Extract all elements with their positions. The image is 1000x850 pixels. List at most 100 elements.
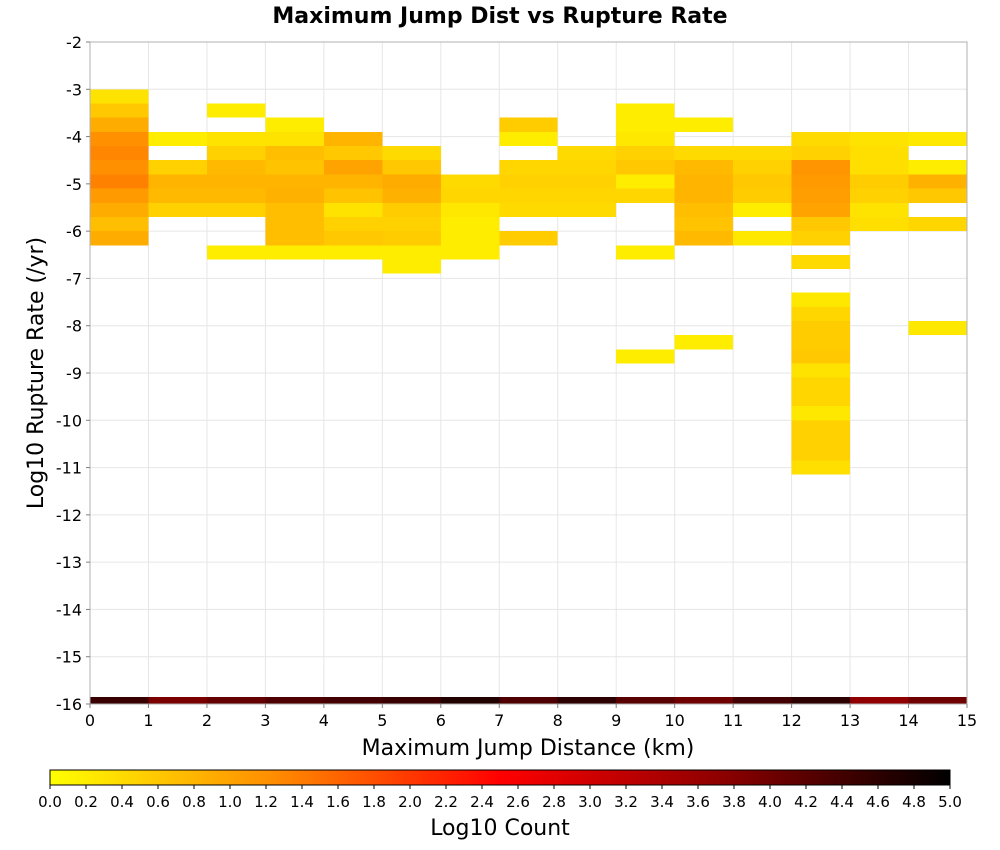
y-tick-label: -10 (56, 411, 82, 430)
y-tick-label: -9 (66, 364, 82, 383)
y-tick-label: -4 (66, 128, 82, 147)
heatmap-cell-bottom (323, 696, 383, 704)
heatmap-cell (616, 146, 675, 161)
heatmap-cell (265, 231, 324, 246)
colorbar-tick-label: 4.6 (866, 793, 890, 811)
x-tick-label: 7 (494, 711, 504, 730)
heatmap-cell-bottom (265, 696, 324, 704)
heatmap-cell (674, 160, 734, 175)
colorbar-tick-label: 0.6 (146, 793, 170, 811)
heatmap-cell (850, 160, 909, 175)
x-tick-label: 2 (202, 711, 212, 730)
x-tick-label: 5 (377, 711, 387, 730)
colorbar-tick-label: 0.4 (110, 793, 134, 811)
colorbar-tick-label: 3.6 (686, 793, 710, 811)
heatmap-cell (791, 448, 851, 463)
colorbar-tick-label: 3.2 (614, 793, 638, 811)
heatmap-cell (791, 216, 851, 232)
heatmap-cell (206, 202, 266, 217)
heatmap-cell (791, 174, 851, 189)
heatmap-cell (382, 188, 441, 203)
heatmap-cell (908, 160, 967, 175)
heatmap-cell (616, 117, 675, 132)
heatmap-cell-bottom (440, 696, 500, 704)
heatmap-cell (791, 391, 851, 407)
heatmap-cell (382, 216, 441, 232)
colorbar (49, 769, 951, 786)
heatmap-cell (616, 103, 675, 118)
heatmap-cell (90, 117, 149, 132)
heatmap-cell (616, 188, 675, 203)
colorbar-tick-label: 0.2 (74, 793, 98, 811)
x-tick-label: 3 (260, 711, 270, 730)
heatmap-cell (90, 160, 149, 175)
heatmap-cell (850, 174, 909, 189)
x-axis-label: Maximum Jump Distance (km) (362, 736, 695, 761)
heatmap-cell-bottom (616, 696, 675, 704)
heatmap-cell (791, 320, 851, 336)
colorbar-tick-label: 1.4 (290, 793, 314, 811)
heatmap-cell (382, 245, 441, 260)
colorbar-tick-label: 3.8 (722, 793, 746, 811)
heatmap-cell-bottom (148, 696, 207, 704)
heatmap-cell (674, 231, 734, 246)
heatmap-cell (791, 160, 851, 175)
heatmap-cell (791, 434, 851, 449)
heatmap-cell (908, 174, 967, 189)
heatmap-cell (90, 231, 149, 246)
x-tick-label: 14 (898, 711, 918, 730)
heatmap-cell-bottom (499, 696, 558, 704)
heatmap-cell (733, 160, 792, 175)
x-tick-label: 0 (85, 711, 95, 730)
y-tick-label: -5 (66, 175, 82, 194)
heatmap-cell (674, 174, 734, 189)
heatmap-cell (323, 174, 383, 189)
x-tick-label: 1 (143, 711, 153, 730)
heatmap-cell (382, 231, 441, 246)
heatmap-cell (791, 349, 851, 364)
colorbar-tick-label: 1.0 (218, 793, 242, 811)
heatmap-cell-bottom (382, 696, 441, 704)
heatmap-cell (791, 131, 851, 147)
heatmap-cell (90, 188, 149, 203)
heatmap-cell (382, 174, 441, 189)
heatmap-cell-bottom (850, 696, 909, 704)
heatmap-cell (440, 245, 500, 260)
heatmap-cell (733, 202, 792, 217)
x-tick-label: 10 (664, 711, 684, 730)
heatmap-cell (499, 231, 558, 246)
heatmap-cell (791, 188, 851, 203)
heatmap-cell (148, 160, 207, 175)
heatmap-cell (148, 202, 207, 217)
y-axis-ticks: -2 -3 -4 -5 -6 -7 -8 -9 -10 -11 -12 -13 -14 -15 -16 (56, 33, 90, 714)
heatmap-cell (382, 202, 441, 217)
y-tick-label: -15 (56, 648, 82, 667)
heatmap-cell (908, 216, 967, 232)
heatmap-cell (850, 216, 909, 232)
colorbar-tick-label: 0.0 (38, 793, 62, 811)
heatmap-cell (733, 231, 792, 246)
heatmap-cell (791, 335, 851, 350)
heatmap-cell (265, 131, 324, 147)
heatmap-cell (206, 146, 266, 161)
heatmap-cell (557, 202, 617, 217)
heatmap-cell-bottom (557, 696, 617, 704)
heatmap-cell (323, 146, 383, 161)
colorbar-tick-label: 3.0 (578, 793, 602, 811)
x-tick-label: 8 (553, 711, 563, 730)
y-tick-label: -3 (66, 80, 82, 99)
heatmap-cell (90, 89, 149, 104)
heatmap-cell (265, 245, 324, 260)
heatmap-cell (499, 174, 558, 189)
heatmap-cell (791, 363, 851, 378)
heatmap-cell (440, 216, 500, 232)
colorbar-tick-label: 2.8 (542, 793, 566, 811)
heatmap-cell (499, 188, 558, 203)
y-tick-label: -11 (56, 459, 82, 478)
heatmap-cell (440, 188, 500, 203)
heatmap-cell (90, 103, 149, 118)
heatmap-cell (616, 160, 675, 175)
heatmap-cell (440, 231, 500, 246)
heatmap-cell (265, 146, 324, 161)
heatmap-cell (382, 160, 441, 175)
